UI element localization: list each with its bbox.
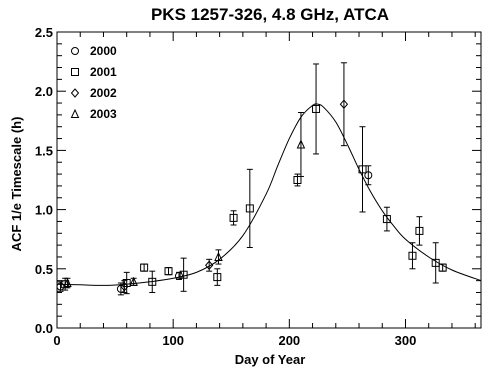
y-tick-label: 0.0	[35, 321, 53, 336]
x-tick-label: 200	[278, 333, 300, 348]
x-ticks: 0 100 200 300	[53, 32, 476, 348]
y-axis-label: ACF 1/e Timescale (h)	[9, 117, 24, 252]
data-point-2003	[296, 139, 306, 149]
x-tick-label: 100	[162, 333, 184, 348]
data-point-2001	[122, 279, 131, 288]
data-point-2001	[164, 267, 173, 276]
legend-label: 2002	[90, 86, 117, 100]
fit-curve	[56, 103, 482, 286]
legend-label: 2003	[90, 107, 117, 121]
x-tick-label: 0	[53, 333, 60, 348]
data-point-2002	[339, 99, 349, 109]
y-tick-label: 0.5	[35, 262, 53, 277]
data-point-2001	[213, 273, 222, 282]
legend-marker-2001	[71, 68, 79, 76]
x-tick-label: 300	[395, 333, 417, 348]
y-tick-label: 2.5	[35, 25, 53, 40]
data-points	[56, 62, 447, 296]
data-point-2001	[229, 213, 238, 222]
data-point-2002	[205, 260, 214, 271]
chart-title: PKS 1257-326, 4.8 GHz, ATCA	[151, 5, 389, 24]
data-point-2001	[312, 104, 321, 113]
y-ticks: 0.0 0.5 1.0 1.5 2.0 2.5	[35, 25, 481, 336]
legend: 2000 2001 2002 2003	[70, 44, 117, 121]
data-point-2000	[364, 171, 373, 180]
data-point-2001	[358, 165, 367, 174]
data-point-2001	[438, 263, 447, 272]
data-point-2001	[179, 270, 188, 279]
data-point-2001	[408, 251, 417, 260]
y-tick-label: 1.0	[35, 203, 53, 218]
legend-marker-2003	[70, 108, 80, 118]
legend-label: 2001	[90, 65, 117, 79]
y-tick-label: 2.0	[35, 84, 53, 99]
data-point-2002	[120, 281, 129, 292]
data-point-2001	[415, 226, 424, 235]
data-point-2003	[214, 251, 223, 261]
data-point-2001	[140, 263, 149, 272]
legend-marker-2002	[70, 88, 80, 98]
data-point-2001	[293, 176, 302, 184]
data-point-2000	[174, 271, 183, 280]
legend-marker-2000	[71, 47, 79, 55]
legend-label: 2000	[90, 44, 117, 58]
data-point-2001	[431, 258, 440, 267]
y-tick-label: 1.5	[35, 143, 53, 158]
x-axis-label: Day of Year	[235, 352, 306, 367]
plot-frame	[56, 31, 482, 329]
data-point-2001	[382, 215, 391, 224]
data-point-2001	[148, 277, 157, 286]
data-point-2003	[129, 276, 138, 286]
data-point-2001	[245, 204, 254, 213]
data-point-2003	[63, 277, 72, 288]
